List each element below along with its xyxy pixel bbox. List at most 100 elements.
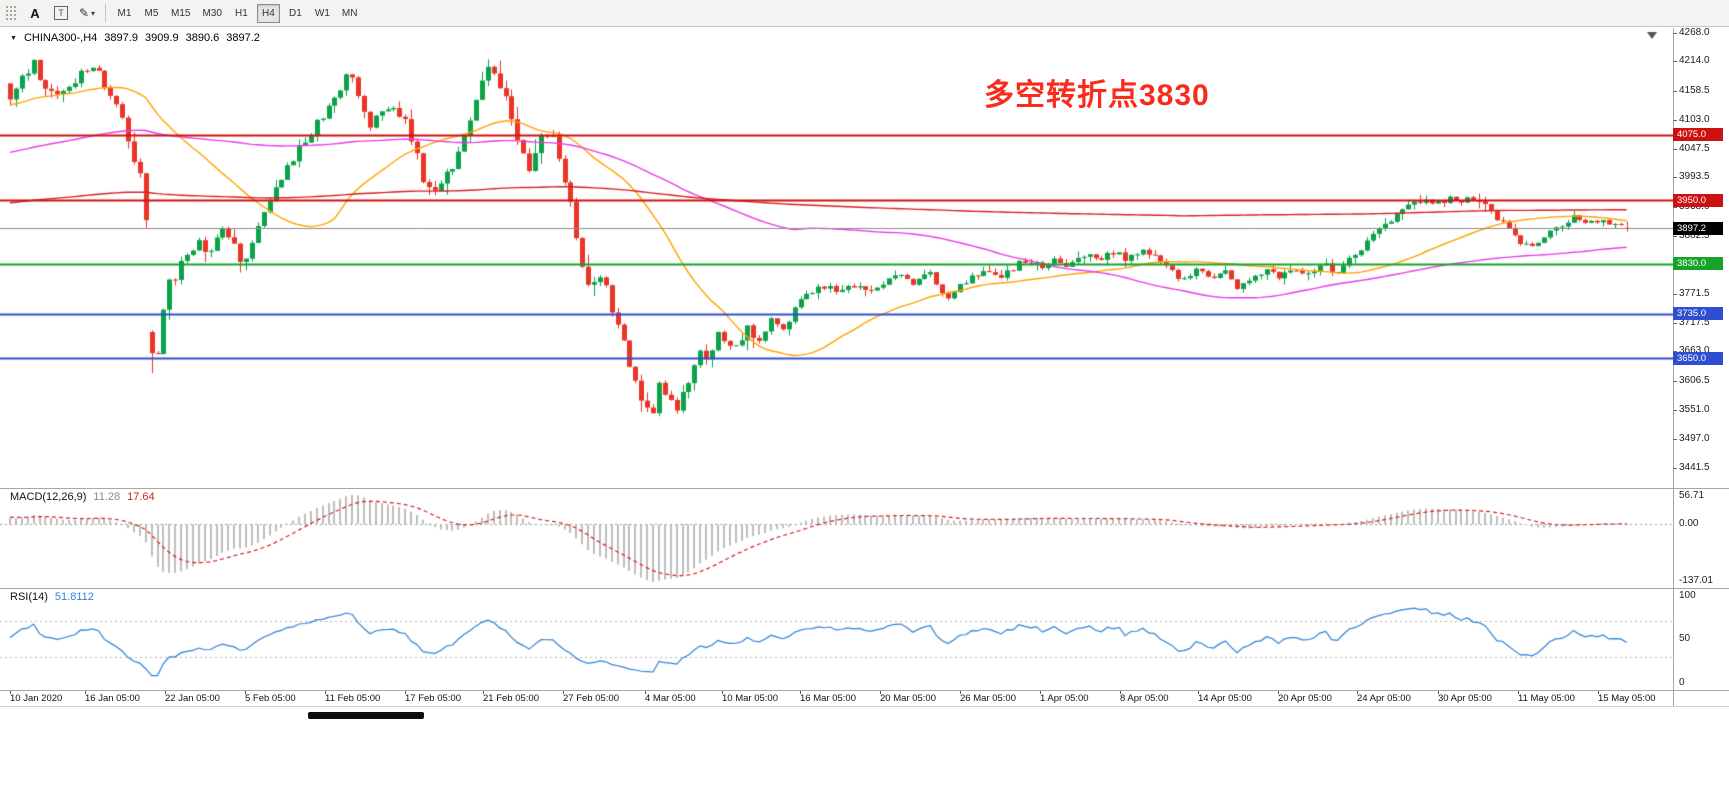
time-axis-label: 16 Mar 05:00 bbox=[800, 693, 856, 704]
price-axis-separator bbox=[1673, 28, 1674, 706]
price-tick-label: 4214.0 bbox=[1679, 55, 1710, 67]
time-tick-mark bbox=[1518, 691, 1519, 694]
time-tick-mark bbox=[245, 691, 246, 694]
rsi-axis-top: 100 bbox=[1679, 590, 1696, 601]
panel-separator[interactable] bbox=[0, 588, 1729, 589]
time-axis-label: 26 Mar 05:00 bbox=[960, 693, 1016, 704]
time-tick-mark bbox=[1278, 691, 1279, 694]
time-axis[interactable]: 10 Jan 2020 16 Jan 05:00 22 Jan 05:00 5 Feb… bbox=[0, 691, 1673, 706]
timeframe-button-m1[interactable]: M1 bbox=[113, 4, 136, 23]
annotation-text[interactable]: 多空转折点3830 bbox=[984, 79, 1210, 112]
price-tick-mark bbox=[1673, 322, 1677, 324]
time-tick-mark bbox=[1120, 691, 1121, 694]
time-axis-label: 10 Mar 05:00 bbox=[722, 693, 778, 704]
rsi-value: 51.8112 bbox=[54, 591, 94, 603]
high-value: 3909.9 bbox=[144, 32, 179, 44]
price-chart-canvas[interactable] bbox=[0, 28, 1673, 488]
time-tick-mark bbox=[1357, 691, 1358, 694]
close-value: 3897.2 bbox=[226, 32, 260, 44]
time-tick-mark bbox=[325, 691, 326, 694]
rsi-panel-canvas[interactable] bbox=[0, 589, 1673, 690]
time-axis-label: 16 Jan 05:00 bbox=[85, 693, 140, 704]
price-level-badge: 3735.0 bbox=[1673, 307, 1723, 321]
price-tick-label: 3497.0 bbox=[1679, 432, 1710, 444]
bottom-dark-bar bbox=[308, 712, 424, 719]
price-level-badge: 3950.0 bbox=[1673, 193, 1723, 207]
rsi-label: RSI(14) 51.8112 bbox=[10, 591, 94, 603]
rsi-axis-bottom: 0 bbox=[1679, 677, 1685, 688]
symbol-dropdown-icon[interactable]: ▼ bbox=[10, 34, 17, 42]
toolbar-separator bbox=[105, 4, 106, 22]
time-tick-mark bbox=[405, 691, 406, 694]
price-tick-mark bbox=[1673, 235, 1677, 237]
time-axis-label: 1 Apr 05:00 bbox=[1040, 693, 1089, 704]
macd-axis-max: 56.71 bbox=[1679, 490, 1705, 501]
time-tick-mark bbox=[85, 691, 86, 694]
panel-separator bbox=[0, 690, 1729, 691]
macd-signal-value: 17.64 bbox=[127, 491, 155, 503]
price-tick-mark bbox=[1673, 381, 1677, 383]
timeframe-button-m5[interactable]: M5 bbox=[140, 4, 163, 23]
rsi-axis-mid: 50 bbox=[1679, 633, 1691, 644]
time-axis-label: 11 May 05:00 bbox=[1518, 693, 1575, 704]
price-tick-label: 3441.5 bbox=[1679, 462, 1710, 473]
time-tick-mark bbox=[960, 691, 961, 694]
time-axis-label: 5 Feb 05:00 bbox=[245, 693, 296, 704]
price-tick-label: 3551.0 bbox=[1679, 404, 1710, 416]
macd-label: MACD(12,26,9) 11.28 17.64 bbox=[10, 491, 155, 503]
label-frame-icon: T bbox=[54, 6, 68, 20]
text-tool-button[interactable]: A bbox=[23, 3, 47, 24]
timeframe-button-mn[interactable]: MN bbox=[338, 4, 362, 23]
chevron-down-icon: ▾ bbox=[91, 8, 96, 18]
time-tick-mark bbox=[800, 691, 801, 694]
style-tool-button[interactable]: ✎ ▾ bbox=[75, 3, 99, 24]
price-tick-mark bbox=[1673, 177, 1677, 179]
panel-separator[interactable] bbox=[0, 488, 1729, 489]
time-tick-mark bbox=[1040, 691, 1041, 694]
price-level-badge: 3650.0 bbox=[1673, 351, 1723, 365]
chart-title: ▼ CHINA300-,H4 3897.9 3909.9 3890.6 3897… bbox=[10, 32, 260, 44]
price-tick-mark bbox=[1673, 90, 1677, 92]
symbol-period-label: CHINA300-,H4 bbox=[23, 32, 98, 44]
timeframe-toolbar: M1 M5 M15 M30 H1 H4 D1 W1 MN bbox=[113, 3, 365, 23]
timeframe-button-w1[interactable]: W1 bbox=[311, 4, 334, 23]
price-tick-label: 4047.5 bbox=[1679, 143, 1710, 155]
time-tick-mark bbox=[483, 691, 484, 694]
time-tick-mark bbox=[880, 691, 881, 694]
macd-panel-canvas[interactable] bbox=[0, 489, 1673, 588]
price-level-badge: 4075.0 bbox=[1673, 128, 1723, 142]
label-tool-button[interactable]: T bbox=[49, 3, 73, 24]
price-tick-label: 4103.0 bbox=[1679, 113, 1710, 125]
time-tick-mark bbox=[165, 691, 166, 694]
pen-icon: ✎ bbox=[78, 6, 90, 20]
macd-axis-zero: 0.00 bbox=[1679, 518, 1699, 530]
time-axis-label: 11 Feb 05:00 bbox=[325, 693, 381, 704]
time-tick-mark bbox=[1598, 691, 1599, 694]
timeframe-button-d1[interactable]: D1 bbox=[284, 4, 307, 23]
time-axis-label: 24 Apr 05:00 bbox=[1357, 693, 1411, 704]
text-tool-icon: A bbox=[30, 5, 40, 21]
price-tick-label: 3882.5 bbox=[1679, 229, 1710, 241]
toolbar-grip[interactable] bbox=[4, 4, 17, 22]
price-tick-mark bbox=[1673, 61, 1677, 63]
open-value: 3897.9 bbox=[104, 32, 138, 44]
time-axis-label: 4 Mar 05:00 bbox=[645, 693, 696, 704]
price-tick-mark bbox=[1673, 468, 1677, 469]
rsi-name: RSI(14) bbox=[10, 591, 48, 603]
price-tick-label: 4268.0 bbox=[1679, 27, 1710, 38]
time-tick-mark bbox=[1198, 691, 1199, 694]
price-level-badge: 3830.0 bbox=[1673, 257, 1723, 271]
time-axis-label: 14 Apr 05:00 bbox=[1198, 693, 1252, 704]
timeframe-button-m15[interactable]: M15 bbox=[167, 4, 194, 23]
timeframe-button-h4[interactable]: H4 bbox=[256, 3, 280, 23]
timeframe-button-h1[interactable]: H1 bbox=[230, 4, 253, 23]
time-axis-label: 20 Mar 05:00 bbox=[880, 693, 936, 704]
price-tick-label: 3771.5 bbox=[1679, 288, 1710, 300]
time-tick-mark bbox=[645, 691, 646, 694]
timeframe-button-m30[interactable]: M30 bbox=[198, 4, 225, 23]
price-tick-mark bbox=[1673, 294, 1677, 296]
time-axis-label: 27 Feb 05:00 bbox=[563, 693, 619, 704]
time-axis-label: 22 Jan 05:00 bbox=[165, 693, 220, 704]
time-axis-label: 17 Feb 05:00 bbox=[405, 693, 461, 704]
price-tick-mark bbox=[1673, 410, 1677, 412]
